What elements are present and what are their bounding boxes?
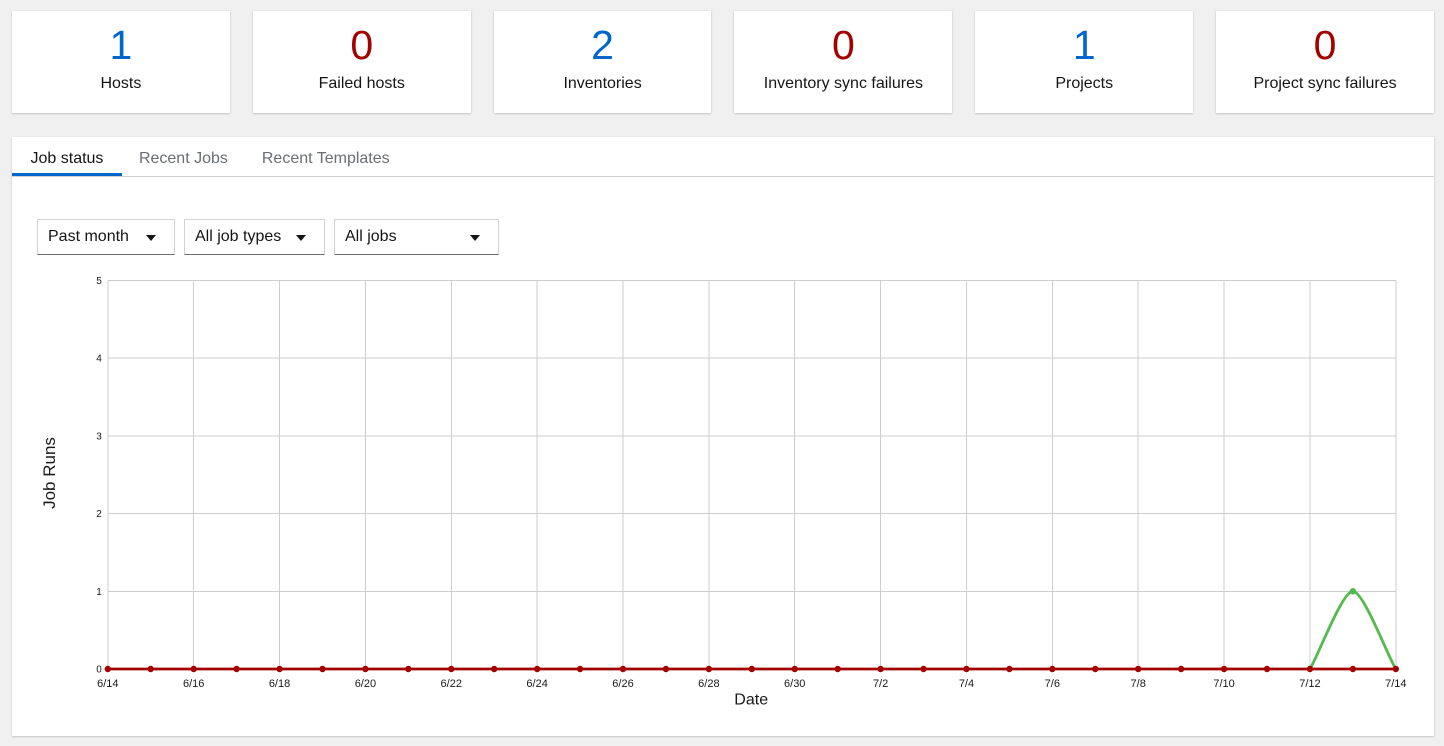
svg-text:6/16: 6/16 [183, 678, 204, 690]
svg-text:7/6: 7/6 [1045, 678, 1060, 690]
svg-text:6/18: 6/18 [269, 678, 290, 690]
svg-text:7/12: 7/12 [1299, 678, 1320, 690]
svg-text:2: 2 [96, 509, 102, 520]
svg-text:Job Runs: Job Runs [40, 437, 59, 509]
svg-text:4: 4 [96, 354, 102, 365]
svg-text:6/24: 6/24 [526, 678, 547, 690]
svg-text:6/26: 6/26 [612, 678, 633, 690]
svg-text:7/8: 7/8 [1131, 678, 1146, 690]
svg-text:6/28: 6/28 [698, 678, 719, 690]
svg-text:6/22: 6/22 [441, 678, 462, 690]
svg-text:7/4: 7/4 [959, 678, 974, 690]
svg-text:7/10: 7/10 [1213, 678, 1234, 690]
svg-text:5: 5 [96, 276, 102, 287]
svg-text:1: 1 [96, 587, 102, 598]
svg-text:3: 3 [96, 431, 102, 442]
svg-text:7/14: 7/14 [1385, 678, 1406, 690]
svg-text:6/30: 6/30 [784, 678, 805, 690]
svg-text:7/2: 7/2 [873, 678, 888, 690]
svg-text:6/20: 6/20 [355, 678, 376, 690]
svg-text:Date: Date [734, 692, 768, 709]
svg-text:6/14: 6/14 [97, 678, 118, 690]
svg-text:0: 0 [96, 665, 102, 676]
